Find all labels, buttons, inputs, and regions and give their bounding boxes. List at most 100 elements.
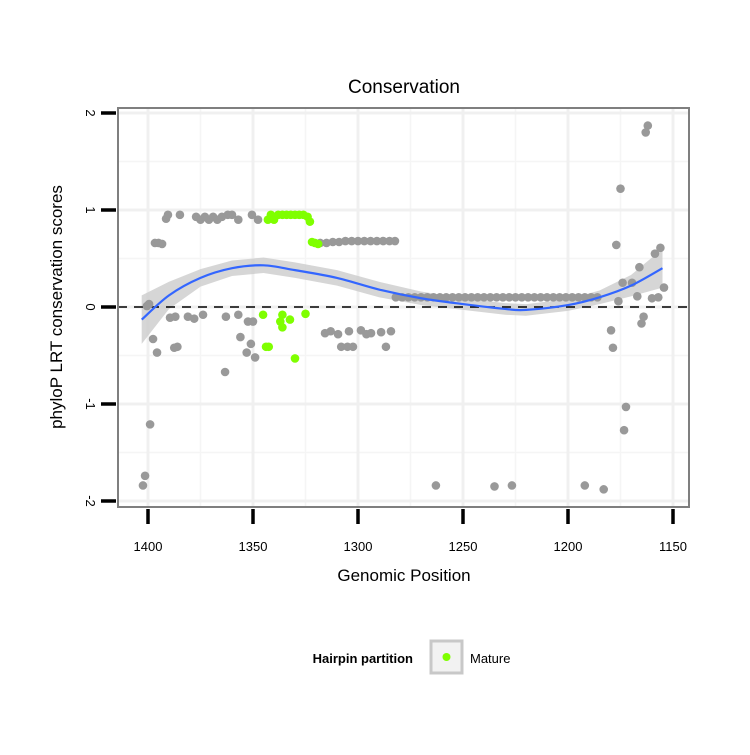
point-other <box>650 249 660 258</box>
point-other <box>171 312 180 322</box>
point-other <box>391 293 401 302</box>
point-other <box>145 420 155 429</box>
legend-key-mature-dot <box>442 653 451 661</box>
x-tick-label: 1350 <box>239 539 268 554</box>
point-other <box>656 243 665 253</box>
point-other <box>536 293 545 302</box>
point-mature <box>305 217 315 226</box>
point-other <box>618 278 627 288</box>
point-other <box>614 296 623 306</box>
point-other <box>619 425 629 435</box>
point-other <box>253 215 263 224</box>
y-tick-label: 1 <box>83 206 98 213</box>
y-tick-label: 0 <box>83 303 98 310</box>
point-other <box>523 293 533 302</box>
point-other <box>336 342 346 352</box>
point-other <box>467 293 476 302</box>
smooth-line <box>140 264 664 321</box>
point-other <box>599 485 608 494</box>
point-other <box>220 367 230 377</box>
point-other <box>236 332 245 342</box>
point-other <box>637 319 646 328</box>
point-other <box>460 293 470 302</box>
point-other <box>138 481 148 490</box>
y-tick-label: -2 <box>83 495 98 507</box>
x-tick-label: 1200 <box>554 539 583 554</box>
point-other <box>366 236 375 246</box>
point-other <box>473 293 483 302</box>
point-other <box>157 239 167 249</box>
point-other <box>221 312 231 322</box>
point-other <box>148 334 158 344</box>
point-other <box>386 326 396 336</box>
y-axis: 2 1 0 -1 -2 <box>83 109 116 507</box>
x-tick-label: 1150 <box>659 539 687 554</box>
point-mature <box>290 354 300 363</box>
point-other <box>234 215 243 224</box>
point-other <box>198 310 208 320</box>
point-mature <box>278 323 287 332</box>
smooth-line-group <box>140 264 664 321</box>
point-mature <box>264 342 274 352</box>
point-other <box>353 236 363 246</box>
point-other <box>608 343 618 353</box>
point-other <box>326 326 336 336</box>
point-other <box>498 293 508 302</box>
plot-border <box>117 107 690 508</box>
point-other <box>360 236 369 246</box>
point-other <box>530 293 539 302</box>
point-other <box>561 293 571 302</box>
point-other <box>435 293 445 302</box>
point-other <box>322 238 331 248</box>
y-axis-label: phyloP LRT conservation scores <box>47 185 66 429</box>
point-mature <box>301 309 310 319</box>
point-other <box>334 237 344 247</box>
point-other <box>659 283 669 292</box>
point-other <box>647 293 657 303</box>
point-other <box>348 342 358 352</box>
point-other <box>643 121 653 130</box>
point-other <box>574 293 583 302</box>
point-other <box>448 293 457 302</box>
point-other <box>376 327 386 337</box>
point-other <box>641 128 650 137</box>
chart-title: Conservation <box>348 77 460 98</box>
point-other <box>504 293 514 302</box>
point-other <box>227 210 237 220</box>
point-other <box>621 402 631 412</box>
point-mature <box>313 239 323 249</box>
point-other <box>490 482 499 491</box>
point-other <box>248 317 258 326</box>
point-mature <box>278 310 287 320</box>
point-other <box>163 210 173 220</box>
point-other <box>549 293 558 302</box>
point-other <box>507 481 517 490</box>
point-other <box>247 210 257 220</box>
point-other <box>441 293 451 302</box>
point-other <box>635 262 644 272</box>
x-tick-label: 1300 <box>344 539 373 554</box>
x-tick-label: 1250 <box>449 539 478 554</box>
x-tick-label: 1400 <box>134 539 163 554</box>
point-other <box>366 328 376 338</box>
point-other <box>144 299 154 309</box>
point-other <box>639 312 648 322</box>
point-other <box>580 481 590 490</box>
point-other <box>242 348 251 357</box>
point-other <box>344 326 354 336</box>
x-axis-label: Genomic Position <box>337 566 470 585</box>
legend-key-box <box>429 639 464 675</box>
point-other <box>542 293 552 302</box>
point-other <box>140 471 150 481</box>
point-other <box>378 236 388 246</box>
point-other <box>347 236 357 246</box>
point-other <box>250 353 260 362</box>
point-other <box>189 314 199 323</box>
y-tick-label: 2 <box>83 109 98 116</box>
point-other <box>492 293 501 302</box>
point-other <box>169 343 179 353</box>
point-other <box>486 293 495 302</box>
point-other <box>341 236 350 246</box>
